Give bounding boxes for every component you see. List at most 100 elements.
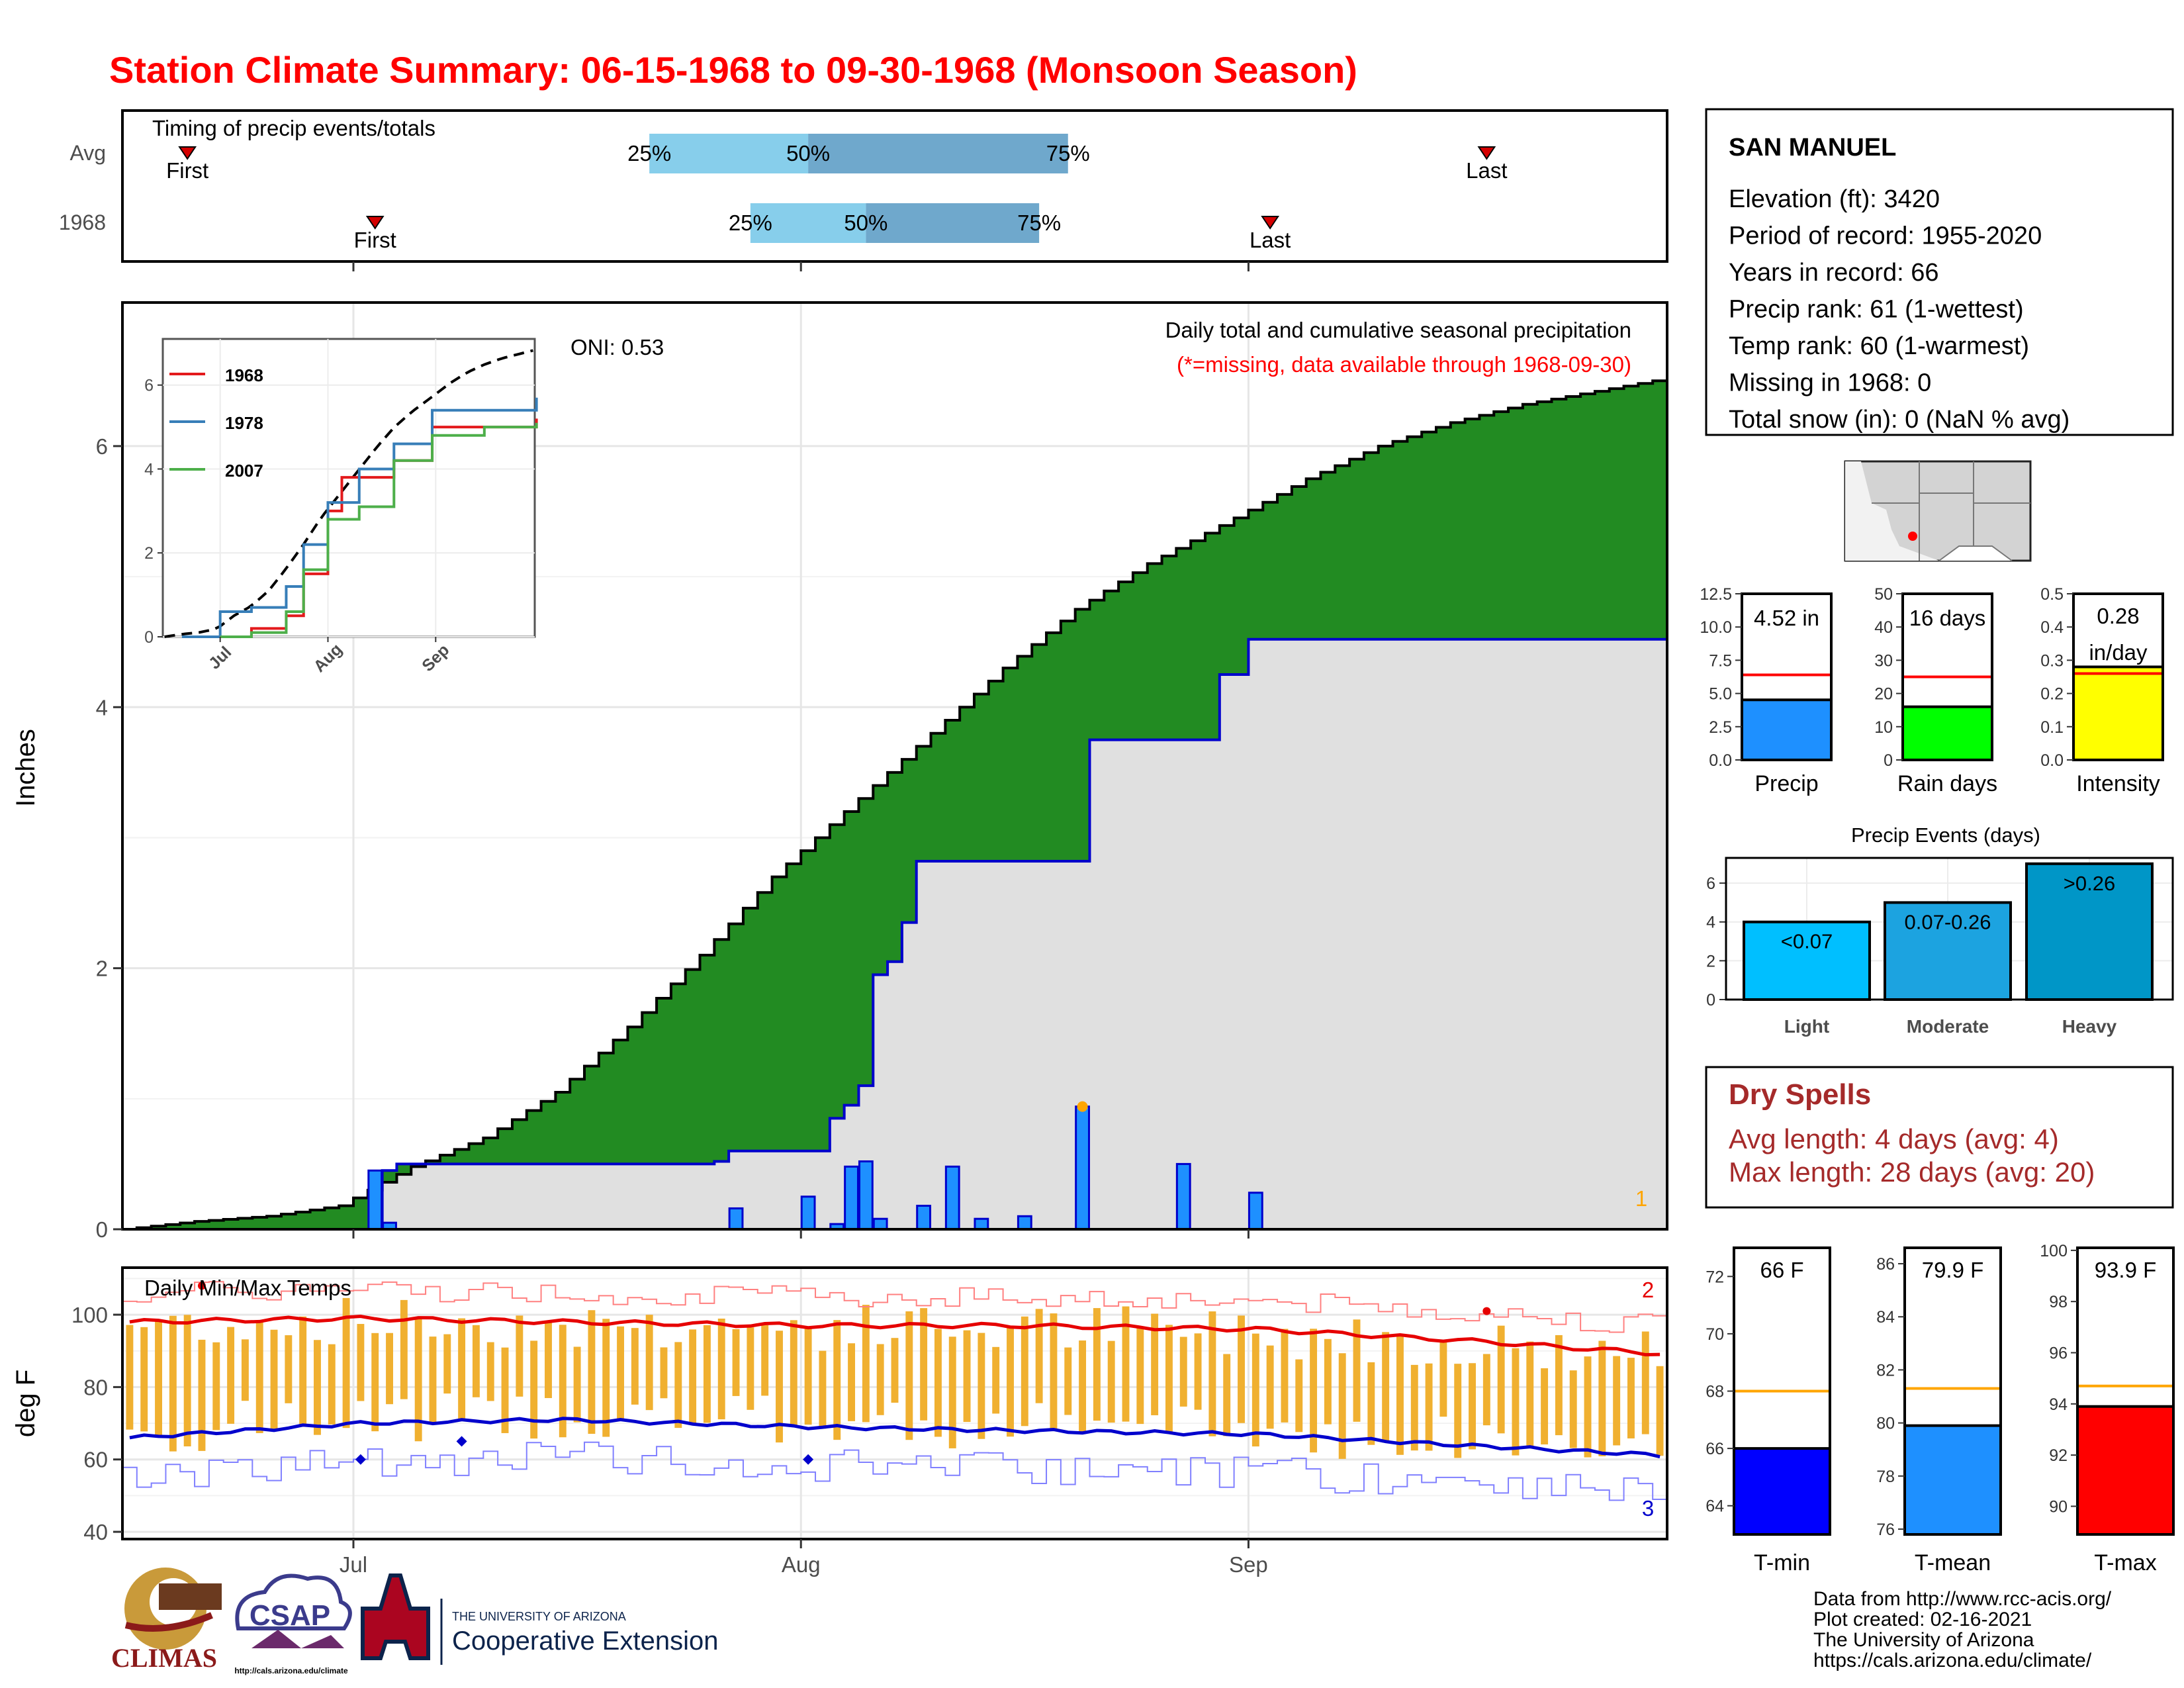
daily-temp-bar (1079, 1340, 1087, 1434)
daily-temp-bar (703, 1325, 711, 1423)
daily-temp-bar (674, 1342, 682, 1429)
summary-bar-border (1741, 592, 1833, 761)
daily-temp-bar (328, 1344, 336, 1425)
daily-temp-bar (747, 1327, 754, 1410)
precip-event-bar-label: <0.07 (1781, 930, 1833, 953)
record-low-marker (456, 1436, 467, 1447)
daily-precip-bar (974, 1217, 989, 1231)
daily-temp-bar (1353, 1319, 1361, 1422)
summary-bar-tick-label: 0 (1884, 751, 1893, 770)
daily-temp-bar (1064, 1347, 1072, 1415)
daily-temp-bar (486, 1342, 494, 1401)
inset-y-tick-label: 6 (144, 377, 154, 395)
precip-events-tick-label: 2 (1706, 952, 1715, 970)
daily-temp-bar (934, 1329, 942, 1437)
summary-bar-precip (1741, 698, 1833, 761)
summary-bars: 4.52 in 0.0 2.5 5.0 7.5 10.0 12.5 Precip 16 days… (1700, 585, 2164, 796)
dry-spells-box: Dry Spells Avg length: 4 days (avg: 4) M… (1705, 1066, 2174, 1209)
temp-summary-value: 79.9 F (1922, 1258, 1984, 1282)
summary-bar-tick-label: 10.0 (1700, 618, 1732, 637)
daily-temp-bar (443, 1334, 451, 1394)
credit-line-4: https://cals.arizona.edu/climate/ (1813, 1650, 2092, 1671)
daily-temp-bar (1310, 1329, 1318, 1453)
summary-bar-tick-label: 0.1 (2040, 718, 2064, 737)
avg-max-temp-line (129, 1314, 1661, 1357)
temp-y-tick-label: 40 (83, 1520, 108, 1544)
daily-temp-bar (833, 1320, 841, 1440)
inset-average-line (164, 349, 533, 638)
daily-temp-bar (1035, 1309, 1043, 1403)
timing-rows: 25% 50% 75% First Last 25% 50% 75% First Last (166, 134, 1508, 271)
temp-summary-label: T-min (1754, 1550, 1810, 1575)
daily-temp-bar (905, 1311, 913, 1440)
temp-x-tick-label: Sep (1229, 1552, 1268, 1577)
daily-precip-bar (916, 1205, 932, 1231)
daily-temp-bar (948, 1336, 956, 1448)
inset-legend-2007: 2007 (225, 461, 263, 481)
record-high-marker (197, 1282, 206, 1290)
daily-temp-bar (1179, 1336, 1187, 1407)
climas-logo-text: CLIMAS (111, 1643, 217, 1673)
timing-bar-q25-q50 (649, 134, 809, 173)
daily-temp-bar (1598, 1340, 1606, 1456)
precip-event-bar-heavy (2025, 862, 2154, 1002)
climas-logo: CLIMAS (111, 1568, 222, 1673)
temp-summary-tick-label: 90 (2049, 1497, 2068, 1516)
temp-summary-value: 66 F (1760, 1258, 1803, 1282)
temp-summary-bar-t-mean (1903, 1424, 2002, 1536)
daily-temp-bar (992, 1346, 1000, 1414)
temp-summary-tick-label: 96 (2049, 1344, 2068, 1363)
temp-x-tick-label: Jul (340, 1552, 367, 1577)
temp-summary-bars: 66 F 64 66 68 70 72 T-min 79.9 F 76 78 80 82 84 86 T-m… (1706, 1242, 2175, 1575)
precip-chart-missing-note: (*=missing, data available through 1968-… (1177, 352, 1631, 377)
avg-min-temp-line (129, 1417, 1661, 1459)
timing-pct-label: 75% (1017, 211, 1061, 235)
timing-first-label: First (166, 158, 208, 183)
temp-summary-tick-label: 72 (1706, 1268, 1724, 1286)
ua-logo-line2: Cooperative Extension (452, 1626, 718, 1656)
daily-temp-bar (1627, 1358, 1635, 1438)
station-info-box: SAN MANUEL Elevation (ft): 3420 Period of… (1705, 108, 2174, 436)
timing-panel: Timing of precip events/totals 25% 50% 75%… (59, 109, 1668, 271)
page-title: Station Climate Summary: 06-15-1968 to 0… (109, 49, 1357, 91)
daily-temp-bar (1324, 1338, 1332, 1425)
inset-legend-1978: 1978 (225, 413, 263, 433)
summary-bar-border (1901, 592, 1993, 761)
precip-event-category: Moderate (1907, 1016, 1989, 1037)
temp-chart-axes: 40 60 80 100 Jul Aug Sep (71, 1303, 1268, 1577)
daily-temp-bar (1497, 1325, 1505, 1434)
daily-temp-bar (978, 1333, 985, 1439)
csap-logo: CSAP http://cals.arizona.edu/climate (234, 1573, 352, 1675)
daily-temp-bar (1641, 1331, 1649, 1434)
temp-summary-tick-label: 100 (2040, 1242, 2068, 1260)
timing-row-label-avg: Avg (69, 141, 106, 165)
credit-line-1: Data from http://www.rcc-acis.org/ (1813, 1588, 2112, 1610)
timing-last-label: Last (1466, 158, 1507, 183)
precip-y-axis-label: Inches (11, 729, 40, 807)
timing-title: Timing of precip events/totals (152, 116, 435, 140)
summary-bar-tick-label: 50 (1874, 585, 1893, 604)
summary-bar-tick-label: 30 (1874, 651, 1893, 670)
temp-y-tick-label: 60 (83, 1448, 108, 1472)
daily-temp-bar (1382, 1332, 1390, 1443)
record-low-marker (355, 1454, 366, 1465)
oni-label: ONI: 0.53 (570, 335, 664, 359)
temp-summary-tick-label: 86 (1876, 1255, 1895, 1274)
precip-event-bar-label: 0.07-0.26 (1905, 910, 1991, 933)
temp-summary-bar-t-min (1733, 1447, 1831, 1536)
daily-temp-bar (1007, 1326, 1014, 1437)
daily-temp-bar (516, 1315, 523, 1397)
timing-pct-label: 25% (627, 141, 671, 165)
summary-bar-label: Intensity (2076, 771, 2160, 796)
station-info-line: Total snow (in): 0 (NaN % avg) (1729, 406, 2070, 434)
ua-logo: THE UNIVERSITY OF ARIZONA Cooperative Ex… (361, 1573, 718, 1665)
station-info-lines: Elevation (ft): 3420 Period of record: 19… (1729, 185, 2070, 434)
credit-line-2: Plot created: 02-16-2021 (1813, 1609, 2032, 1630)
summary-bar-label: Precip (1754, 771, 1818, 796)
daily-temp-bar (1469, 1363, 1476, 1450)
daily-temp-bar (573, 1346, 581, 1423)
inset-series-2007 (220, 422, 538, 638)
temp-chart-title: Daily Min/Max Temps (144, 1276, 351, 1300)
precip-events-chart: Precip Events (days) <0.07 Light 0.07-0.26… (1706, 823, 2174, 1037)
